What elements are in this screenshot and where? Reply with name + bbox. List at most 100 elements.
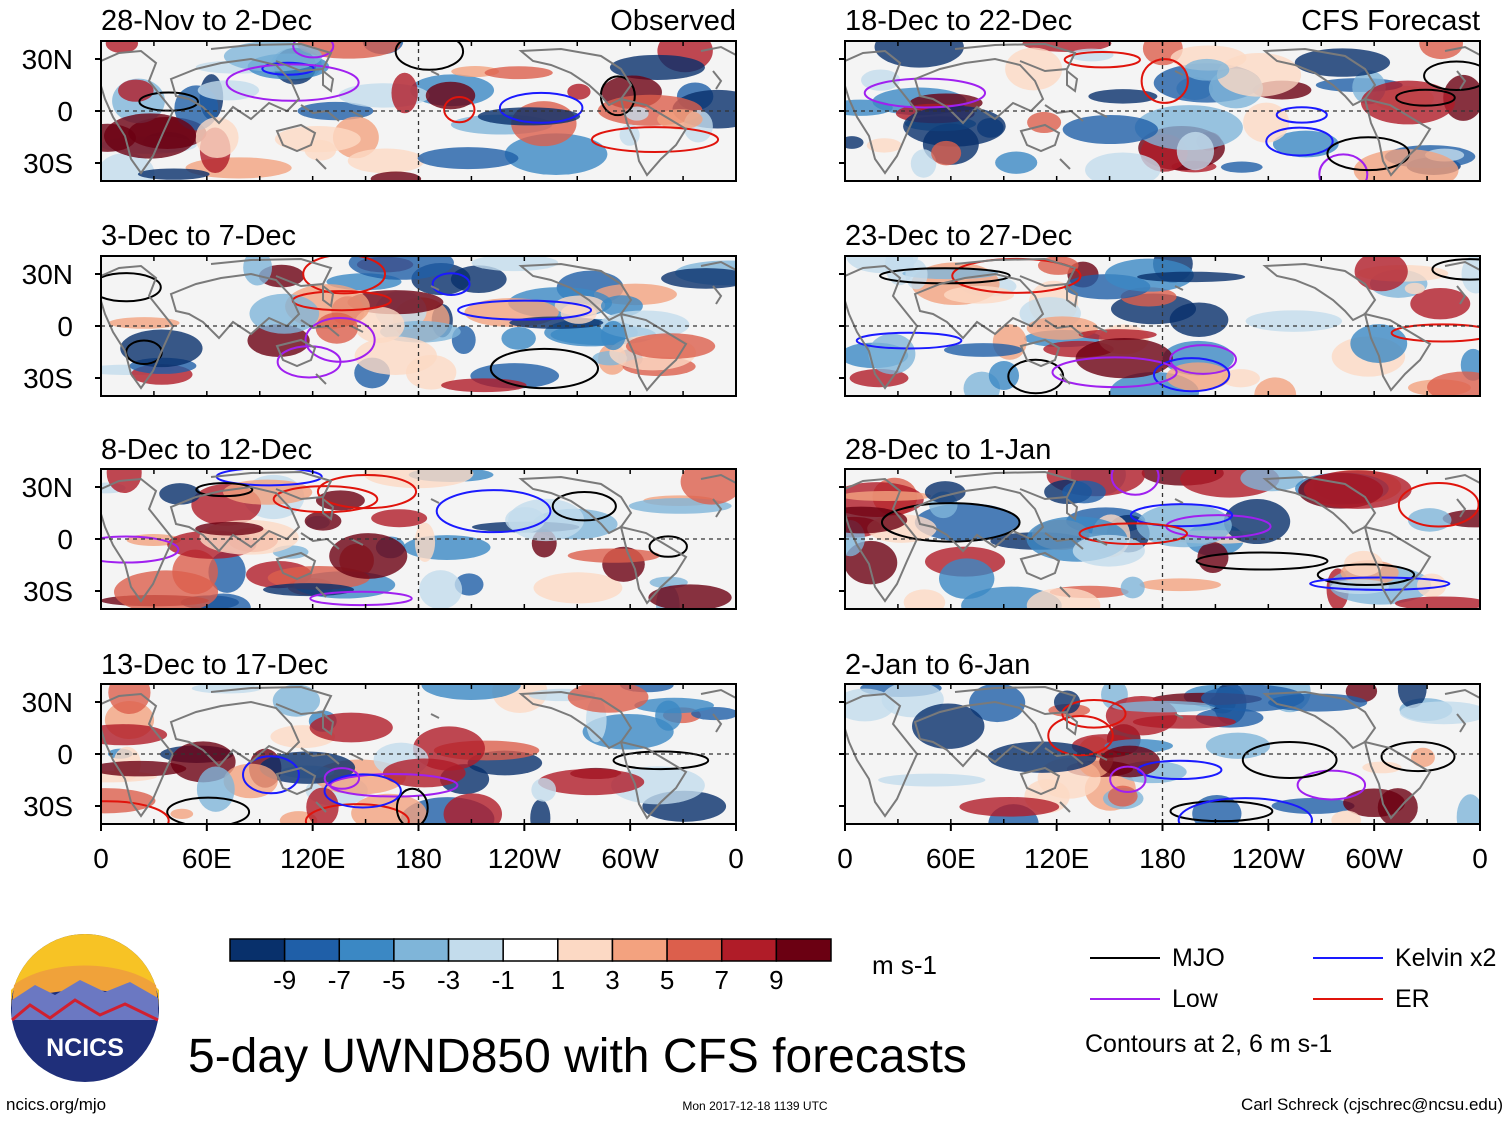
anomaly-blob <box>1026 587 1101 609</box>
contour-line <box>1169 800 1274 823</box>
contour-line <box>1152 357 1231 393</box>
anomaly-blob <box>924 481 966 504</box>
anomaly-blob <box>1254 377 1297 396</box>
anomaly-blob <box>1410 747 1435 768</box>
anomaly-blob <box>1343 788 1406 818</box>
map-panel: 23-Dec to 27-Dec <box>839 220 1481 397</box>
panel-period: 13-Dec to 17-Dec <box>101 649 328 681</box>
lon-label: 0 <box>837 843 853 874</box>
anomaly-blob <box>191 684 262 694</box>
map-panel: 18-Dec to 22-Dec CFS Forecast <box>839 5 1481 182</box>
anomaly-blob <box>105 41 139 54</box>
colorbar-tick: 5 <box>660 965 674 995</box>
lat-label: 30S <box>23 148 73 179</box>
anomaly-blob <box>1176 131 1215 171</box>
anomaly-blob <box>391 72 418 114</box>
anomaly-blob <box>1427 371 1480 396</box>
lon-label: 180 <box>1139 843 1186 874</box>
anomaly-blob <box>845 490 932 502</box>
colorbar-swatch <box>666 938 723 962</box>
anomaly-blob <box>421 684 521 700</box>
anomaly-blob <box>560 303 597 324</box>
anomaly-blob <box>910 149 937 178</box>
lon-label: 120W <box>488 843 562 874</box>
anomaly-blob <box>1407 508 1452 532</box>
anomaly-blob <box>1243 102 1290 143</box>
contour-line <box>1316 563 1416 587</box>
anomaly-blob <box>648 584 732 609</box>
lat-label: 30N <box>22 687 73 718</box>
colorbar-tick: -1 <box>492 965 515 995</box>
contour-line <box>276 345 342 379</box>
lat-label: 0 <box>57 96 73 127</box>
contour-line <box>551 491 617 522</box>
map-panel: 28-Dec to 1-Jan <box>839 434 1481 610</box>
panel-period: 23-Dec to 27-Dec <box>845 220 1072 252</box>
lat-label: 30S <box>23 576 73 607</box>
anomaly-blob <box>1112 700 1216 713</box>
contour-line <box>1380 741 1456 773</box>
panel-period: 8-Dec to 12-Dec <box>101 434 312 466</box>
anomaly-blob <box>315 490 365 511</box>
anomaly-blob <box>625 333 716 360</box>
contour-line <box>316 474 418 510</box>
colorbar-swatch <box>283 938 341 962</box>
contour-line <box>323 773 402 809</box>
lon-label: 60E <box>182 843 232 874</box>
legend-label: ER <box>1395 985 1430 1013</box>
anomaly-blob <box>1072 534 1145 567</box>
contour-line <box>395 787 429 824</box>
anomaly-blob <box>304 511 342 531</box>
anomaly-blob <box>845 99 893 116</box>
anomaly-blob <box>609 54 705 80</box>
map-panel: 30N 0 30S 13-Dec to 17-Dec <box>22 649 737 825</box>
anomaly-blob <box>1221 369 1260 388</box>
anomaly-blob <box>1085 152 1161 181</box>
lon-label: 120E <box>1024 843 1089 874</box>
anomaly-blob <box>101 724 168 746</box>
contour-line <box>1296 769 1367 801</box>
lon-label: 0 <box>93 843 109 874</box>
contour-line <box>855 331 963 350</box>
contour-line <box>242 755 300 795</box>
panel-period: 28-Nov to 2-Dec <box>101 5 312 37</box>
contour-line <box>1109 765 1147 793</box>
anomaly-blob <box>1354 256 1408 292</box>
figure-title: 5-day UWND850 with CFS forecasts <box>188 1030 967 1083</box>
anomaly-blob <box>1240 469 1304 492</box>
colorbar-tick: 1 <box>551 965 565 995</box>
anomaly-blob <box>414 522 436 562</box>
anomaly-blob <box>1294 48 1391 77</box>
panel-period: 3-Dec to 7-Dec <box>101 220 296 252</box>
lat-label: 0 <box>57 524 73 555</box>
anomaly-blob <box>1205 732 1271 759</box>
anomaly-blob <box>1271 798 1355 814</box>
lat-label: 30S <box>23 363 73 394</box>
lat-label: 30N <box>22 472 73 503</box>
contour-line <box>863 77 987 109</box>
anomaly-blob <box>274 125 361 153</box>
anomaly-blob <box>1184 58 1230 81</box>
anomaly-blob <box>104 113 197 159</box>
anomaly-blob <box>903 105 1006 147</box>
colorbar-units: m s-1 <box>872 950 937 980</box>
contour-line <box>101 800 170 824</box>
anomaly-blob <box>943 286 1015 304</box>
anomaly-blob <box>223 763 278 799</box>
map-panel: 30N 0 30S 8-Dec to 12-Dec <box>22 434 737 610</box>
anomaly-blob <box>1331 810 1362 824</box>
colorbar-tick: -5 <box>382 965 405 995</box>
lon-label: 180 <box>395 843 442 874</box>
colorbar-swatch <box>557 938 614 962</box>
map-panel: 30N 0 30S 28-Nov to 2-Dec Observed <box>22 5 737 182</box>
contour-line <box>880 502 1021 543</box>
contour-line <box>323 767 361 790</box>
anomaly-blob <box>845 688 895 722</box>
lon-label: 0 <box>728 843 744 874</box>
anomaly-blob <box>443 793 503 824</box>
footer-author: Carl Schreck (cjschrec@ncsu.edu) <box>1241 1095 1503 1114</box>
lat-label: 30S <box>23 791 73 822</box>
contour-line <box>612 750 710 771</box>
contour-line <box>489 347 600 390</box>
